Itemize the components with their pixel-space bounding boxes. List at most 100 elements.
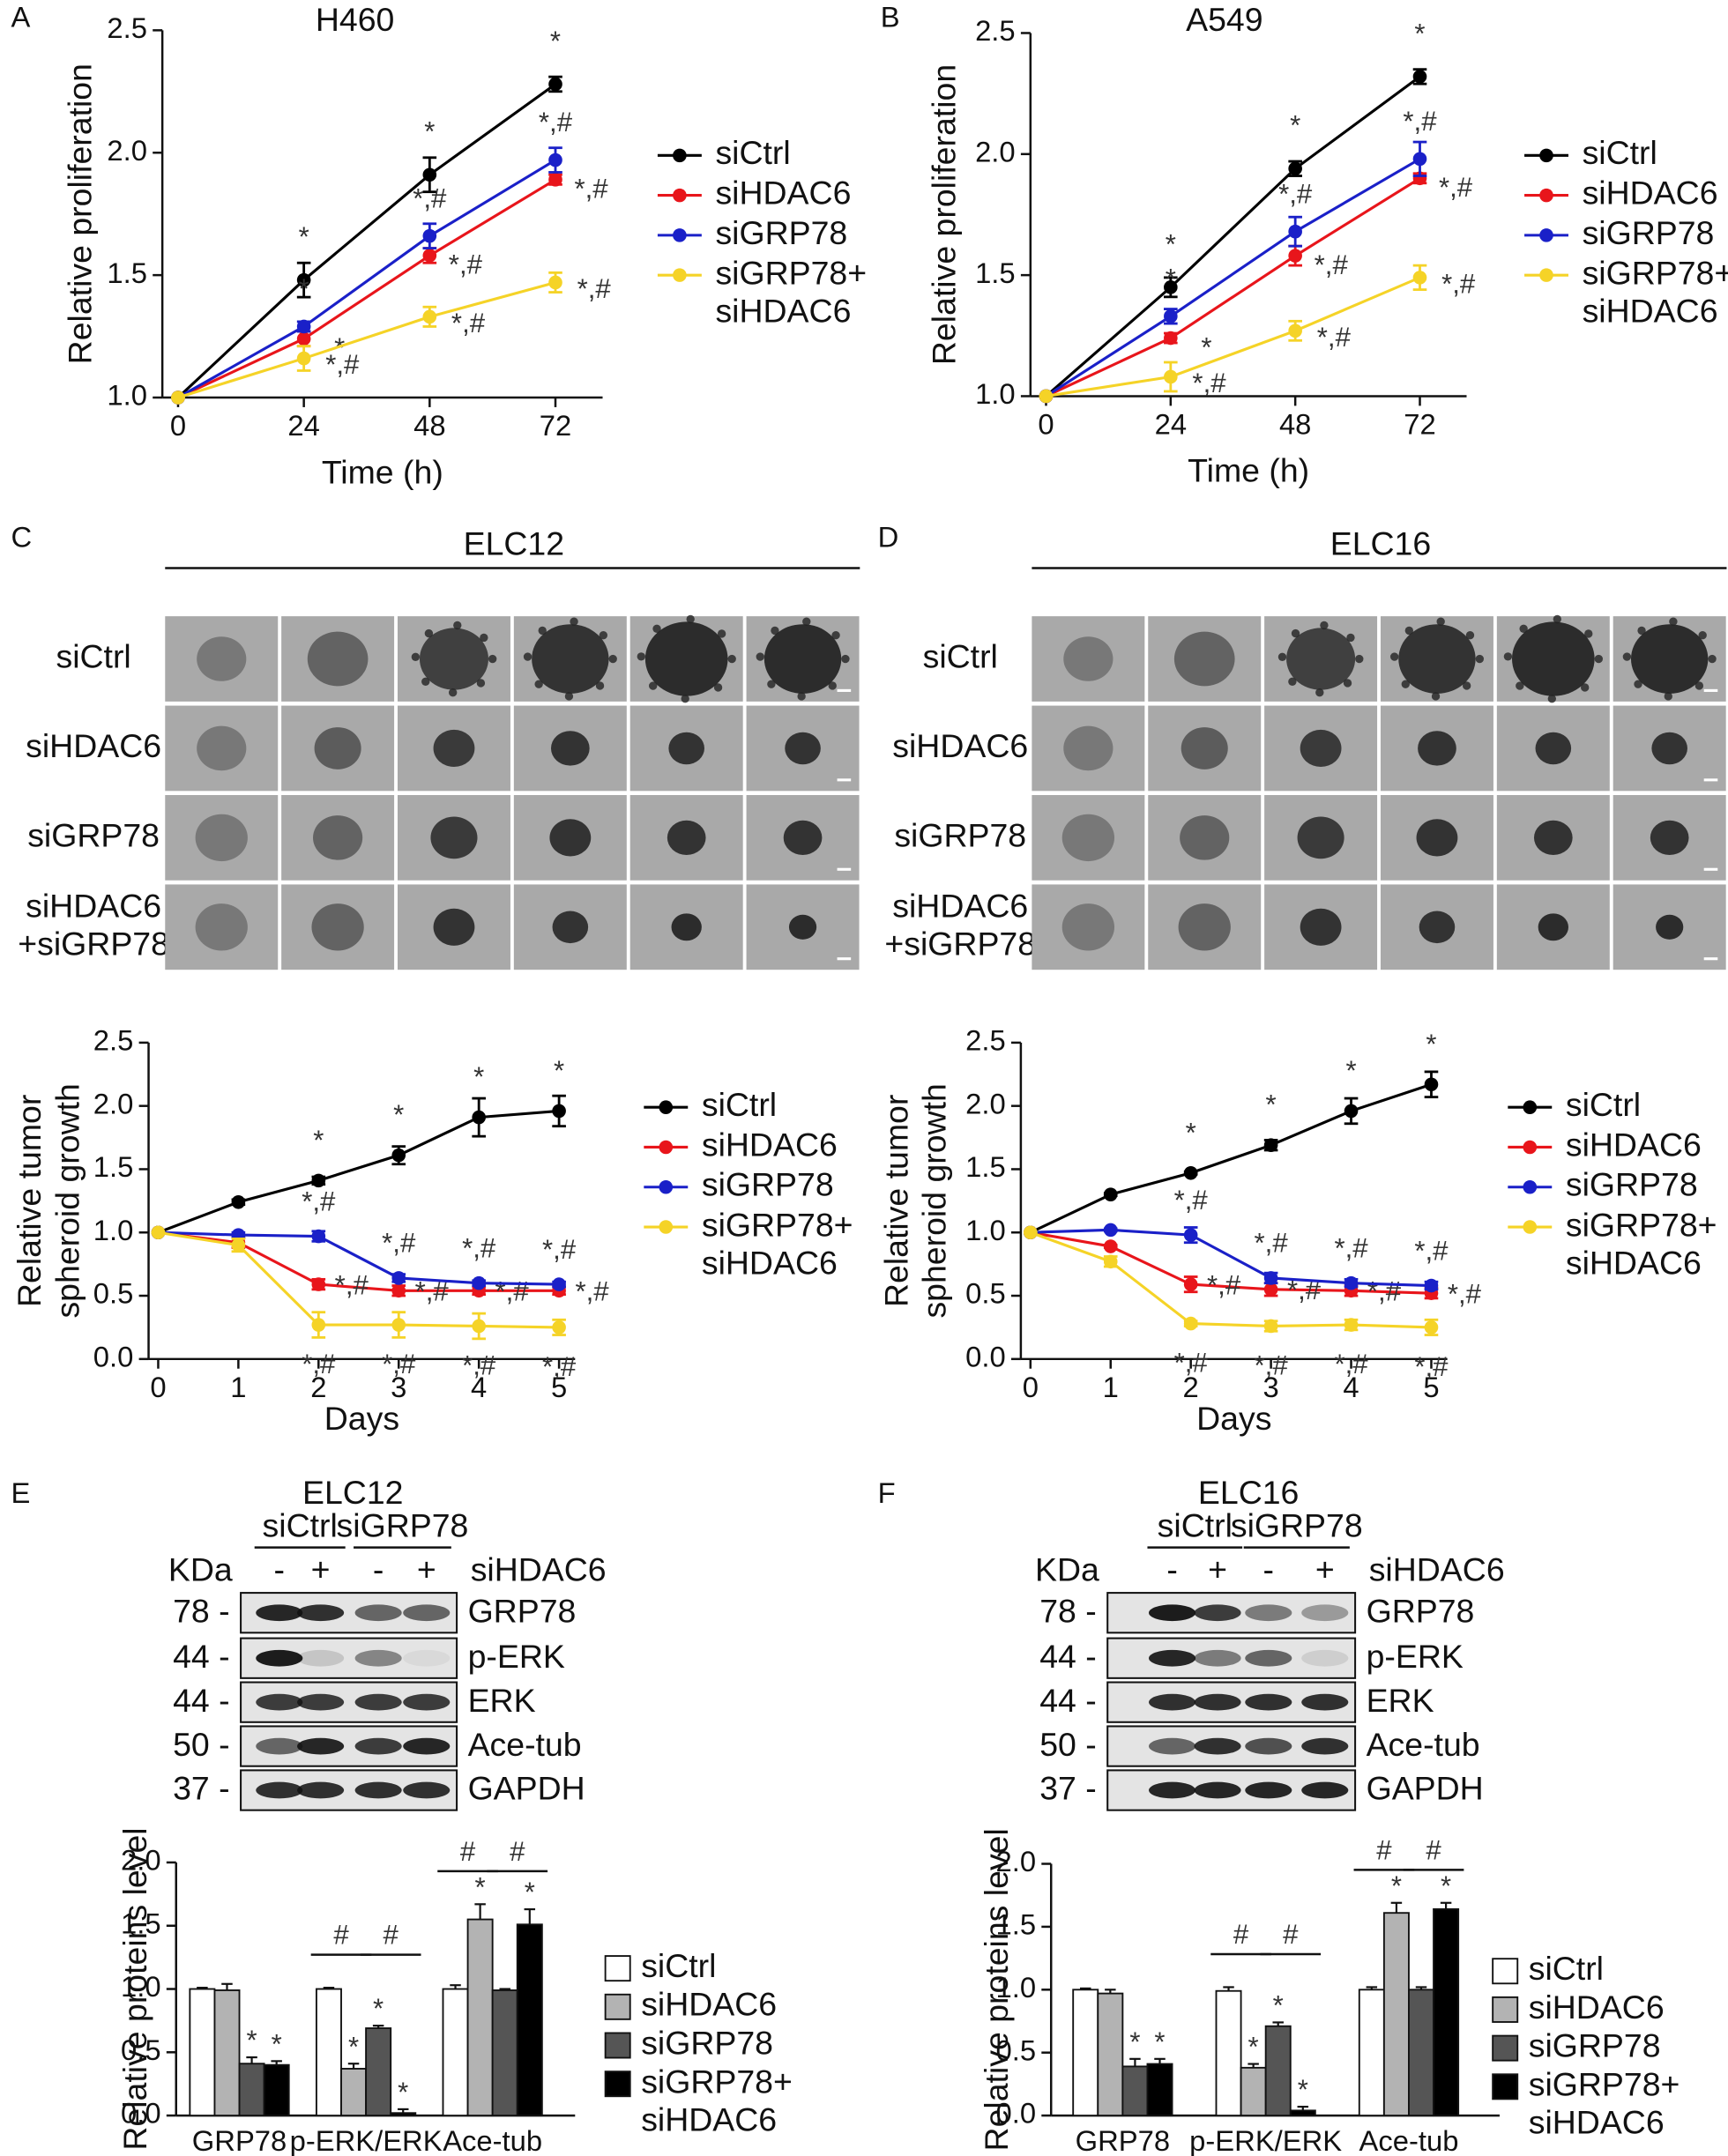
series-line bbox=[177, 159, 556, 399]
cell-cluster bbox=[538, 626, 547, 636]
significance-label: * bbox=[424, 116, 435, 147]
y-tick-label: 1.5 bbox=[107, 256, 147, 289]
series-line bbox=[176, 83, 556, 399]
significance-label: *,# bbox=[302, 1186, 336, 1216]
kda-label: 78 - bbox=[173, 1592, 230, 1629]
spheroid bbox=[1061, 903, 1115, 951]
spheroid bbox=[197, 636, 247, 681]
band bbox=[297, 1649, 345, 1667]
x-tick-label: 0 bbox=[1023, 1371, 1039, 1403]
series-line bbox=[158, 1230, 560, 1329]
data-point bbox=[1024, 1225, 1038, 1240]
spheroid bbox=[785, 732, 821, 765]
significance-label: *,# bbox=[1255, 1350, 1289, 1381]
band bbox=[1194, 1781, 1241, 1799]
spheroid bbox=[313, 815, 363, 860]
data-point bbox=[1164, 280, 1178, 294]
cell-cluster bbox=[411, 652, 421, 661]
significance-label: * bbox=[1166, 228, 1176, 259]
y-tick-label: 0.5 bbox=[965, 1277, 1006, 1310]
y-axis-label: Relative proteins level bbox=[116, 1827, 153, 2150]
bar bbox=[1289, 2109, 1316, 2117]
significance-label: *,# bbox=[462, 1350, 496, 1381]
cell-cluster bbox=[1389, 652, 1399, 661]
cell-cluster bbox=[637, 652, 645, 661]
spheroid bbox=[550, 731, 590, 766]
significance-label: *,# bbox=[1414, 1351, 1449, 1382]
significance-label: *,# bbox=[1334, 1349, 1368, 1379]
cell-cluster bbox=[802, 617, 811, 626]
treatment-label: siHDAC6 bbox=[471, 1551, 607, 1588]
spheroid bbox=[433, 908, 475, 946]
kda-label: 44 - bbox=[173, 1638, 230, 1675]
spheroid bbox=[1418, 731, 1456, 766]
cell-cluster bbox=[1503, 652, 1513, 661]
cell-cluster bbox=[1343, 679, 1352, 688]
data-point bbox=[391, 1148, 406, 1163]
legend-swatch bbox=[604, 2071, 631, 2098]
significance-label: *,# bbox=[1448, 1279, 1482, 1310]
cell-cluster bbox=[1664, 692, 1672, 701]
bracket-label: # bbox=[333, 1920, 349, 1951]
cell-cluster bbox=[1622, 652, 1632, 661]
y-tick-label: 2.0 bbox=[93, 1087, 134, 1119]
group-label: siCtrl bbox=[263, 1507, 338, 1544]
row-label: siHDAC6 bbox=[892, 727, 1028, 764]
lane-sign: - bbox=[373, 1551, 384, 1588]
significance-label: * bbox=[373, 1993, 384, 2024]
x-tick-label: p-ERK/ERK bbox=[290, 2124, 443, 2156]
data-point bbox=[548, 152, 562, 167]
y-tick-label: 1.5 bbox=[121, 1907, 161, 1939]
data-point bbox=[472, 1319, 486, 1334]
legend-label: siGRP78+ siHDAC6 bbox=[715, 254, 867, 329]
spheroid bbox=[1297, 816, 1344, 859]
protein-label: GRP78 bbox=[468, 1592, 577, 1629]
data-point bbox=[231, 1194, 246, 1209]
data-point bbox=[1263, 1282, 1278, 1297]
panel-label: B bbox=[881, 1, 900, 33]
band bbox=[1149, 1781, 1196, 1799]
spheroid-image bbox=[1032, 705, 1145, 792]
significance-label: * bbox=[313, 1125, 324, 1156]
data-point bbox=[171, 390, 185, 405]
bar bbox=[1408, 1989, 1434, 2117]
data-point bbox=[1183, 1316, 1198, 1331]
significance-label: *,# bbox=[542, 1234, 577, 1265]
significance-label: *,# bbox=[382, 1228, 416, 1259]
spheroid bbox=[668, 732, 704, 765]
protein-label: GRP78 bbox=[1367, 1592, 1475, 1629]
legend-label: siHDAC6 bbox=[1566, 1126, 1702, 1163]
spheroid-image bbox=[1032, 795, 1145, 881]
data-point bbox=[552, 1104, 566, 1119]
lane-sign: - bbox=[1263, 1551, 1274, 1588]
bracket-label: # bbox=[510, 1836, 525, 1867]
panel-label: D bbox=[878, 520, 899, 553]
data-point bbox=[311, 1277, 326, 1291]
legend-label: siCtrl bbox=[1583, 134, 1657, 171]
data-point bbox=[296, 351, 311, 366]
bracket-label: # bbox=[1233, 1919, 1249, 1950]
bar bbox=[238, 2063, 265, 2117]
data-point bbox=[1424, 1320, 1439, 1334]
spheroid bbox=[430, 816, 478, 859]
row-label: siGRP78 bbox=[27, 816, 160, 853]
legend-label: siGRP78 bbox=[715, 214, 847, 251]
bar bbox=[213, 1989, 241, 2117]
significance-label: * bbox=[299, 273, 309, 304]
data-point bbox=[1344, 1318, 1359, 1332]
panel-title: ELC12 bbox=[464, 524, 564, 561]
spheroid bbox=[671, 913, 702, 941]
panel-label: C bbox=[11, 520, 32, 553]
cell-cluster bbox=[570, 617, 578, 626]
cell-cluster bbox=[534, 680, 543, 688]
bar bbox=[365, 2027, 392, 2117]
bracket-label: # bbox=[460, 1836, 476, 1867]
y-tick-label: 0.5 bbox=[996, 2033, 1037, 2066]
legend-marker bbox=[1539, 228, 1553, 242]
band bbox=[1301, 1604, 1349, 1622]
spheroid-image bbox=[165, 616, 279, 702]
cell-cluster bbox=[1519, 624, 1528, 633]
spheroid bbox=[314, 727, 361, 769]
kda-label: 37 - bbox=[173, 1770, 230, 1807]
band bbox=[1245, 1737, 1292, 1755]
